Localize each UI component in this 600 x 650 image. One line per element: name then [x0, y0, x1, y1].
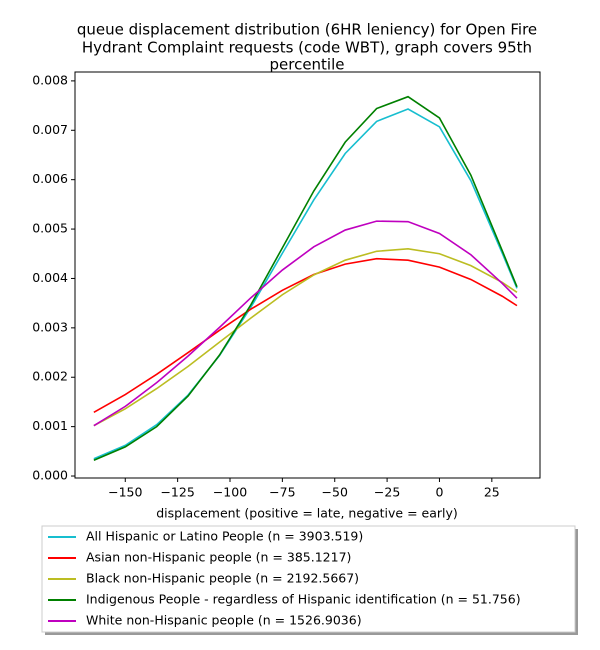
x-tick-label: −150 [108, 485, 142, 500]
chart-title: queue displacement distribution (6HR len… [77, 21, 537, 39]
legend-label: Black non-Hispanic people (n = 2192.5667… [86, 571, 359, 586]
x-tick-label: −125 [160, 485, 194, 500]
y-tick-label: 0.006 [32, 171, 68, 186]
x-tick-label: −25 [374, 485, 400, 500]
y-tick-label: 0.007 [32, 122, 68, 137]
series-line [93, 220, 518, 427]
plot-frame [74, 71, 541, 479]
chart-title: percentile [269, 56, 344, 74]
legend-label: White non-Hispanic people (n = 1526.9036… [86, 613, 362, 628]
x-tick-label: 0 [435, 485, 443, 500]
y-tick-label: 0.002 [32, 369, 68, 384]
series-line [93, 257, 518, 414]
y-tick-label: 0.005 [32, 221, 68, 236]
x-axis-label: displacement (positive = late, negative … [156, 506, 458, 521]
series-line [93, 108, 518, 460]
chart-title: Hydrant Complaint requests (code WBT), g… [82, 39, 532, 57]
legend-label: Asian non-Hispanic people (n = 385.1217) [86, 550, 351, 565]
series-line [93, 248, 518, 427]
x-tick-label: −50 [322, 485, 348, 500]
legend-label: All Hispanic or Latino People (n = 3903.… [86, 529, 363, 544]
y-tick-label: 0.001 [32, 418, 68, 433]
x-tick-label: 25 [484, 485, 500, 500]
y-tick-label: 0.004 [32, 270, 68, 285]
legend-label: Indigenous People - regardless of Hispan… [86, 592, 521, 607]
legend-box [41, 525, 576, 633]
x-tick-label: −100 [213, 485, 247, 500]
y-tick-label: 0.003 [32, 319, 68, 334]
series-line [93, 95, 518, 461]
y-tick-label: 0.008 [32, 72, 68, 87]
x-tick-label: −75 [269, 485, 295, 500]
y-tick-label: 0.000 [32, 468, 68, 483]
